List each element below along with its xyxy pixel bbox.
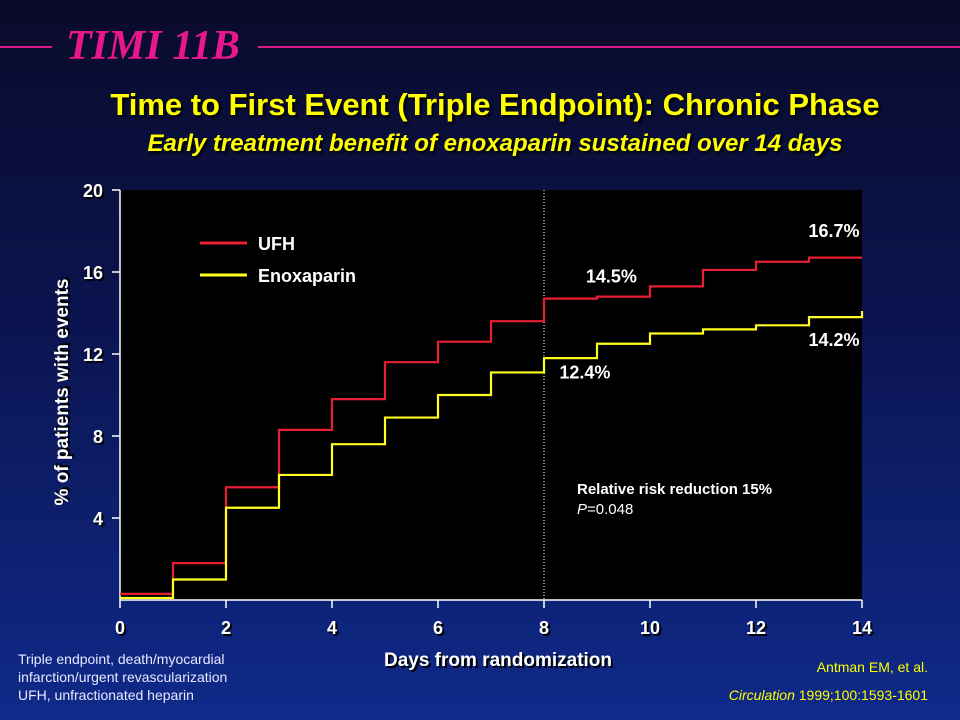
x-tick-label-shadow: 12 [748,620,768,640]
x-tick-label: 8 [539,618,549,638]
data-label: 12.4% [559,363,610,383]
data-label: 14.5% [586,266,637,286]
footnote-line: UFH, unfractionated heparin [18,687,194,703]
footnote-line: infarction/urgent revascularization [18,669,228,685]
y-tick-label-shadow: 12 [85,347,105,367]
x-tick-label-shadow: 14 [854,620,874,640]
x-tick-label: 2 [221,618,231,638]
x-tick-label-shadow: 6 [435,620,445,640]
footnote-line: Triple endpoint, death/myocardial [18,651,225,667]
chart-title: Time to First Event (Triple Endpoint): C… [110,87,880,122]
x-tick-label-shadow: 2 [223,620,233,640]
title-rule-left [0,46,52,48]
citation-ref: 1999;100:1593-1601 [794,687,928,703]
x-tick-label-shadow: 4 [329,620,339,640]
x-tick-label: 6 [433,618,443,638]
x-tick-label-shadow: 0 [117,620,127,640]
x-axis-label: Days from randomization [384,650,612,671]
series-line-enoxaparin [120,310,864,600]
brand-title: TIMI 11B [66,23,240,69]
y-tick-label: 12 [83,345,103,365]
x-tick-label: 10 [640,618,660,638]
x-tick-label-shadow: 8 [541,620,551,640]
legend-label: UFH [258,234,295,254]
y-axis-label-shadow: % of patients with events [54,277,75,504]
y-tick-label: 16 [83,263,103,283]
y-axis-label: % of patients with events [52,279,73,506]
legend-label: Enoxaparin [258,266,356,286]
y-tick-label-shadow: 16 [85,265,105,285]
x-axis-label-shadow: Days from randomization [386,652,614,673]
risk-reduction-text: Relative risk reduction 15% [577,481,772,498]
title-rule-right [258,46,960,48]
x-tick-label: 14 [852,618,872,638]
x-tick-label: 0 [115,618,125,638]
citation: Antman EM, et al. Circulation 1999;100:1… [729,653,928,709]
y-tick-label-shadow: 8 [95,429,105,449]
data-label: 16.7% [809,221,860,241]
p-label: P [577,501,587,518]
y-tick-label: 20 [83,181,103,201]
citation-authors: Antman EM, et al. [816,659,928,675]
x-tick-label: 4 [327,618,337,638]
x-tick-label: 12 [746,618,766,638]
citation-journal: Circulation [728,687,795,703]
y-tick-label: 4 [93,509,103,529]
p-value-text: P=0.048 [577,501,633,518]
citation-reference: Circulation 1999;100:1593-1601 [729,681,928,709]
series-line-ufh [120,256,862,595]
footnote: Triple endpoint, death/myocardial infarc… [18,650,227,704]
y-tick-label-shadow: 4 [95,511,105,531]
x-tick-label-shadow: 10 [642,620,662,640]
chart-subtitle: Early treatment benefit of enoxaparin su… [147,130,843,157]
p-value: =0.048 [587,501,633,518]
y-tick-label: 8 [93,427,103,447]
y-tick-label-shadow: 20 [85,183,105,203]
data-label: 14.2% [809,330,860,350]
